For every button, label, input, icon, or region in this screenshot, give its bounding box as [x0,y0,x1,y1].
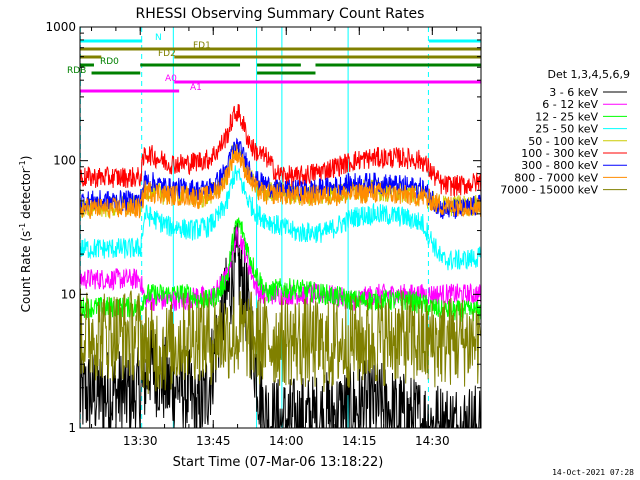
series-line-3 [80,165,481,271]
y-tick-label-0: 1 [68,421,76,435]
state-label-rd0: RD0 [100,57,119,67]
plot-area: N FD1 FD2 RD0 RDB A0 A1 13:30 13:45 14:00 14:15 14:… [45,20,482,448]
series-line-8 [80,288,481,395]
legend-label-6: 300 - 800 keV [521,159,598,172]
state-label-rdb: RDB [67,66,86,76]
legend-label-5: 100 - 300 keV [521,147,598,160]
series-line-7 [80,144,481,220]
ylabel-sup2: -1 [18,160,27,168]
timestamp: 14-Oct-2021 07:28 [552,468,634,477]
plot-frame [79,26,482,429]
x-axis-label: Start Time (07-Mar-06 13:18:22) [173,455,384,470]
series-line-5 [80,103,481,198]
legend-label-1: 6 - 12 keV [542,98,598,111]
svg-text:Count Rate (s-1 detector-1): Count Rate (s-1 detector-1) [18,156,33,313]
y-tick-label-1: 10 [61,287,76,301]
legend-label-3: 25 - 50 keV [535,123,598,136]
state-label-a1: A1 [190,83,202,93]
legend-label-4: 50 - 100 keV [528,135,598,148]
state-label-a0: A0 [165,74,177,84]
state-label-fd2: FD2 [158,49,176,59]
x-tick-label-2: 14:00 [269,434,304,448]
legend-label-0: 3 - 6 keV [549,86,598,99]
ylabel-sup: -1 [18,223,27,231]
state-label-fd1: FD1 [193,41,211,51]
y-tick-label-3: 1000 [45,20,76,34]
legend-label-2: 12 - 25 keV [535,110,598,123]
ylabel-part3: ) [19,156,33,161]
x-tick-label-4: 14:30 [415,434,450,448]
y-tick-label-2: 100 [53,154,76,168]
legend-label-8: 7000 - 15000 keV [500,184,598,197]
y-axis-label: Count Rate (s-1 detector-1) [18,156,33,313]
ylabel-part2: detector [19,168,33,223]
x-tick-label-1: 13:45 [196,434,231,448]
x-tick-label-0: 13:30 [123,434,158,448]
x-tick-label-3: 14:15 [342,434,377,448]
state-label-n: N [155,33,162,43]
legend-label-7: 800 - 7000 keV [514,171,598,184]
legend-title: Det 1,3,4,5,6,9 [547,68,630,81]
chart-title: RHESSI Observing Summary Count Rates [136,6,425,22]
ylabel-part1: Count Rate (s [19,231,33,313]
series-group [80,103,481,428]
series-line-2 [80,217,481,322]
